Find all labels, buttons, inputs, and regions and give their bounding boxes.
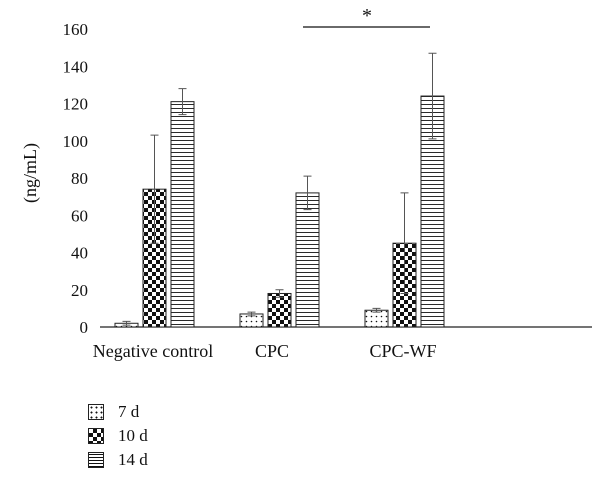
significance-star: * bbox=[362, 5, 372, 27]
y-tick-label: 40 bbox=[71, 244, 88, 263]
error-bar bbox=[428, 52, 437, 140]
bar bbox=[364, 309, 389, 328]
error-bar bbox=[247, 311, 256, 317]
y-tick-label: 60 bbox=[71, 206, 88, 225]
y-tick-label: 0 bbox=[80, 318, 89, 337]
legend-swatch bbox=[88, 428, 104, 444]
bar-groups bbox=[114, 52, 445, 328]
legend-swatch bbox=[88, 452, 104, 468]
significance-annotation: * bbox=[303, 5, 430, 28]
y-tick-label: 100 bbox=[63, 132, 89, 151]
y-tick-labels: 0 20 40 60 80 100 120 140 160 bbox=[63, 20, 89, 337]
y-tick-label: 20 bbox=[71, 281, 88, 300]
legend-label: 10 d bbox=[118, 426, 148, 445]
bar bbox=[267, 292, 292, 328]
error-bar bbox=[150, 134, 159, 244]
bar bbox=[170, 101, 195, 328]
y-axis-label: (ng/mL) bbox=[20, 143, 41, 203]
legend-item: 10 d bbox=[88, 424, 148, 448]
y-tick-label: 160 bbox=[63, 20, 89, 39]
error-bar bbox=[122, 320, 131, 326]
y-tick-label: 120 bbox=[63, 95, 89, 114]
category-label: CPC-WF bbox=[369, 341, 436, 361]
error-bar bbox=[178, 88, 187, 116]
error-bar bbox=[303, 175, 312, 211]
y-tick-label: 140 bbox=[63, 57, 89, 76]
error-bar bbox=[275, 289, 284, 298]
legend-label: 14 d bbox=[118, 450, 148, 469]
error-bar bbox=[372, 307, 381, 313]
category-labels: Negative control CPC CPC-WF bbox=[93, 341, 437, 361]
category-label: CPC bbox=[255, 341, 289, 361]
legend-swatch bbox=[88, 404, 104, 420]
legend-item: 14 d bbox=[88, 448, 148, 472]
legend-item: 7 d bbox=[88, 400, 148, 424]
legend-label: 7 d bbox=[118, 402, 140, 421]
y-tick-label: 80 bbox=[71, 169, 88, 188]
legend: 7 d 10 d 14 d bbox=[88, 400, 148, 472]
category-label: Negative control bbox=[93, 341, 213, 361]
bar bbox=[295, 192, 320, 328]
error-bar bbox=[400, 192, 409, 294]
